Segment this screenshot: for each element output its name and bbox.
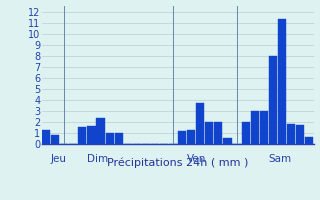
Bar	[269, 56, 277, 144]
Bar	[296, 125, 304, 144]
Bar	[205, 122, 213, 144]
Bar	[87, 126, 96, 144]
Bar	[196, 103, 204, 144]
Bar	[278, 19, 286, 144]
Bar	[214, 122, 222, 144]
Bar	[187, 130, 195, 144]
Text: Dim: Dim	[87, 154, 108, 164]
Bar	[287, 124, 295, 144]
Bar	[242, 122, 250, 144]
Text: Sam: Sam	[268, 154, 292, 164]
Bar	[51, 135, 59, 144]
X-axis label: Précipitations 24h ( mm ): Précipitations 24h ( mm )	[107, 158, 248, 168]
Bar	[115, 133, 123, 144]
Text: Ven: Ven	[187, 154, 206, 164]
Bar	[251, 111, 259, 144]
Bar	[260, 111, 268, 144]
Bar	[223, 138, 232, 144]
Bar	[78, 127, 86, 144]
Bar	[42, 130, 50, 144]
Bar	[178, 131, 186, 144]
Bar	[106, 133, 114, 144]
Text: Jeu: Jeu	[51, 154, 67, 164]
Bar	[305, 137, 313, 144]
Bar	[96, 118, 105, 144]
